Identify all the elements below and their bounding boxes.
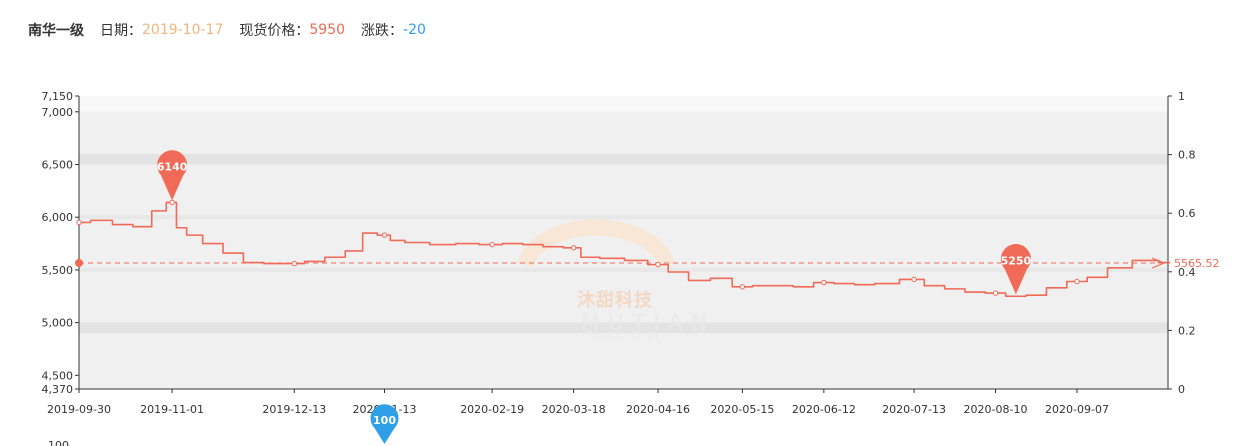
data-point [169,199,175,206]
y-tick-label-left: 7,000 [42,106,74,119]
y-tick-label-right: 0.6 [1178,207,1196,220]
y-tick-label-right: 0.2 [1178,324,1196,337]
blue-marker-pin [370,404,399,444]
y-tick-label-left: 4,370 [42,383,74,396]
partial-axis-label: 100 [48,439,69,446]
axes: 7,150 7,000 6,500 6,000 5,500 5,000 4,5004,370… [42,90,1196,446]
y-tick-label-left: 7,150 [42,90,74,103]
x-tick-label: 2020-03-18 [542,403,606,416]
data-point [489,241,495,248]
blue-marker-label: 100 [373,414,396,427]
data-point [655,261,661,268]
watermark-cn: 沐甜科技 [577,289,653,311]
marker-pin-min [1000,244,1031,295]
grey-band [79,153,1168,165]
background-bands [79,96,1168,389]
y-tick-label-left: 6,000 [42,211,74,224]
x-tick-label: 2020-09-07 [1045,403,1109,416]
marker-label-max: 6140 [157,160,188,173]
x-tick-label: 2019-11-01 [140,403,204,416]
watermark: 沐甜科技 MUTIAN Technology [517,219,716,341]
data-point [381,232,388,238]
markers-group: 6140 5250 100 [157,150,1032,444]
price-value: 5950 [309,22,346,38]
data-point [911,276,917,283]
y-tick-label-right: 0 [1178,383,1185,396]
y-tick-label-left: 4,500 [42,369,74,382]
grey-band [79,322,1168,334]
product-name: 南华一级 [28,23,84,39]
data-point [739,284,746,290]
marker-label-min: 5250 [1001,254,1032,267]
plot-background [79,96,1168,389]
change-value: -20 [403,22,426,38]
y-tick-label-left: 6,500 [42,159,74,172]
x-tick-label: 2020-06-12 [792,403,856,416]
marker-pin-max [157,150,188,201]
x-tick-label: 2020-04-16 [626,403,690,416]
y-tick-label-right: 0.8 [1178,149,1196,162]
top-band [79,96,1168,112]
x-tick-label: 2019-12-13 [262,403,326,416]
watermark-arc [517,219,675,268]
x-tick-label: 2020-02-19 [460,403,524,416]
x-tick-label: 2020-08-10 [964,403,1028,416]
data-point [76,219,82,226]
series-group [76,199,1171,298]
x-tick-label: 2020-05-15 [710,403,774,416]
date-value: 2019-10-17 [142,22,224,38]
watermark-sub: Technology [585,330,662,341]
series-line [79,201,1171,298]
header: 南华一级 日期： 2019-10-17 现货价格： 5950 涨跌： -20 [28,20,426,40]
y-tick-label-right: 1 [1178,90,1185,103]
x-tick-label: 2019-09-30 [47,403,111,416]
data-point [570,245,577,251]
grey-band [79,215,1168,220]
date-label: 日期： [100,23,142,39]
data-point [992,290,999,296]
grey-band [79,267,1168,273]
y-tick-label-left: 5,500 [42,264,74,277]
price-label: 现货价格： [239,23,310,39]
y-tick-label-left: 5,000 [42,317,74,330]
mean-line-label: 5565.52 [1174,257,1220,270]
data-point [1074,278,1080,285]
watermark-en: MUTIAN [581,311,716,336]
mean-line-start-dot [75,258,83,267]
data-point [291,260,298,267]
x-tick-label: 2020-07-13 [882,403,946,416]
data-point [821,279,827,286]
y-tick-label-right: 0.4 [1178,266,1196,279]
change-label: 涨跌： [361,23,404,39]
